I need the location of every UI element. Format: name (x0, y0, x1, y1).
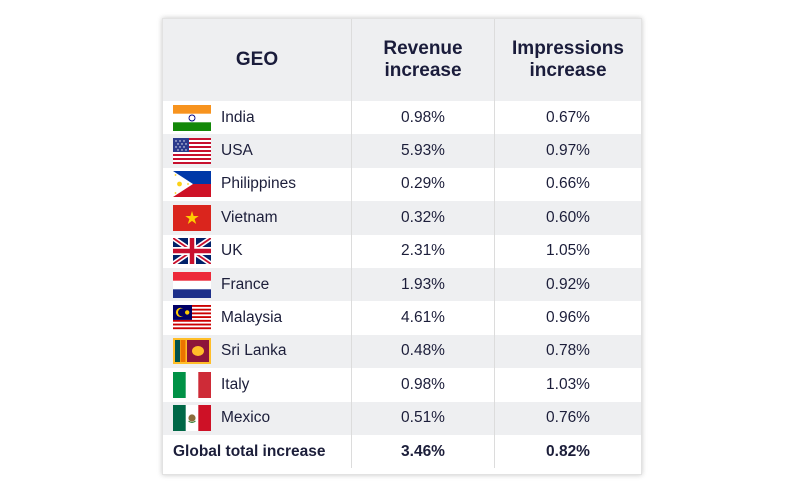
table-row: Italy 0.98% 1.03% (163, 368, 641, 402)
header-impressions-increase: Impressions increase (494, 19, 641, 101)
header-geo: GEO (235, 49, 279, 70)
table-row: Vietnam 0.32% 0.60% (163, 201, 641, 235)
country-name: Italy (221, 375, 250, 393)
india-flag-icon (173, 104, 211, 131)
impressions-value: 1.05% (494, 234, 641, 268)
uk-flag-icon (173, 238, 211, 265)
impressions-value: 0.60% (494, 201, 641, 235)
revenue-value: 1.93% (351, 268, 494, 302)
country-name: Philippines (221, 175, 296, 193)
country-name: Vietnam (221, 208, 278, 226)
france-flag-icon (173, 271, 211, 298)
impressions-value: 1.03% (494, 368, 641, 402)
revenue-value: 0.51% (351, 401, 494, 435)
header-revenue-increase: Revenue increase (351, 19, 494, 101)
total-label: Global total increase (173, 442, 326, 460)
total-impressions-value: 0.82% (494, 435, 641, 469)
italy-flag-icon (173, 371, 211, 398)
revenue-value: 4.61% (351, 301, 494, 335)
country-name: France (221, 275, 270, 293)
revenue-value: 5.93% (351, 134, 494, 168)
impressions-value: 0.92% (494, 268, 641, 302)
table-row: France 1.93% 0.92% (163, 268, 641, 302)
impressions-value: 0.66% (494, 167, 641, 202)
revenue-value: 0.98% (351, 101, 494, 135)
table-row: Malaysia 4.61% 0.96% (163, 301, 641, 335)
table-row: Philippines 0.29% 0.66% (163, 167, 641, 202)
country-name: Sri Lanka (221, 342, 287, 360)
revenue-value: 0.29% (351, 167, 494, 202)
impressions-value: 0.97% (494, 134, 641, 168)
impressions-value: 0.78% (494, 334, 641, 369)
usa-flag-icon (173, 138, 211, 165)
geo-increase-table: GEO Revenue increase Impressions increas… (162, 18, 642, 475)
total-revenue-value: 3.46% (351, 435, 494, 469)
mexico-flag-icon (173, 405, 211, 432)
table-row: UK 2.31% 1.05% (163, 234, 641, 268)
country-name: UK (221, 242, 243, 260)
vietnam-flag-icon (173, 204, 211, 231)
revenue-value: 0.98% (351, 368, 494, 402)
revenue-value: 0.48% (351, 334, 494, 369)
philippines-flag-icon (173, 171, 211, 198)
sri-lanka-flag-icon (173, 338, 211, 365)
revenue-value: 0.32% (351, 201, 494, 235)
table-header-row: GEO Revenue increase Impressions increas… (163, 19, 641, 101)
impressions-value: 0.67% (494, 101, 641, 135)
table-row: USA 5.93% 0.97% (163, 134, 641, 168)
country-name: Malaysia (221, 309, 283, 327)
impressions-value: 0.96% (494, 301, 641, 335)
country-name: USA (221, 142, 253, 160)
table-total-row: Global total increase 3.46% 0.82% (163, 435, 641, 469)
table-row: India 0.98% 0.67% (163, 101, 641, 135)
malaysia-flag-icon (173, 305, 211, 332)
table-row: Sri Lanka 0.48% 0.78% (163, 334, 641, 369)
revenue-value: 2.31% (351, 234, 494, 268)
country-name: India (221, 108, 255, 126)
country-name: Mexico (221, 409, 271, 427)
table-row: Mexico 0.51% 0.76% (163, 401, 641, 435)
impressions-value: 0.76% (494, 401, 641, 435)
